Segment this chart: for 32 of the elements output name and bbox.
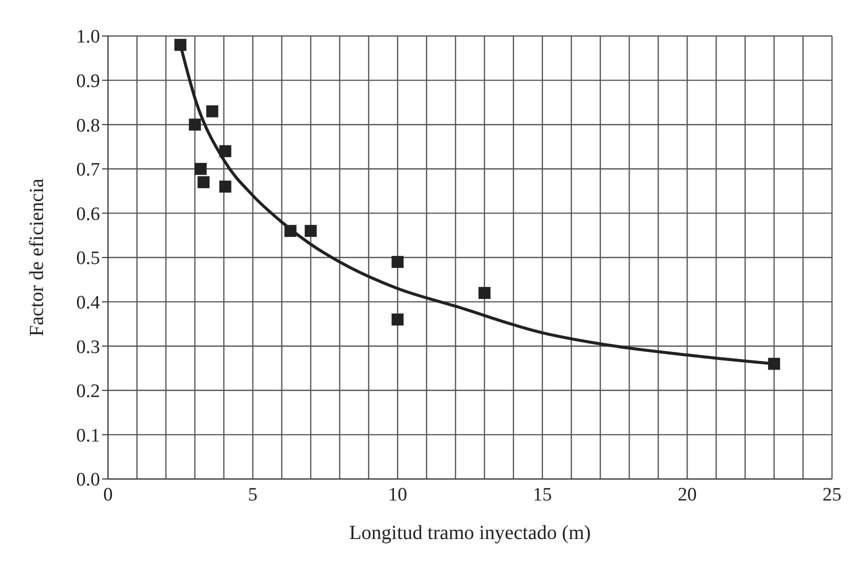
point	[478, 286, 490, 299]
point	[219, 145, 232, 158]
point	[194, 162, 207, 175]
y-axis-title: Factor de eficiencia	[26, 178, 48, 336]
y-tick-label: 0.4	[76, 292, 100, 314]
x-tick-label: 10	[388, 484, 408, 506]
x-tick-label: 20	[678, 484, 697, 506]
point	[219, 180, 232, 193]
y-tick-label: 0.8	[76, 115, 100, 136]
y-tick-label: 0.3	[76, 336, 100, 358]
x-axis-title: Longitud tramo inyectado (m)	[349, 522, 591, 544]
point	[284, 224, 296, 237]
y-tick-label: 1.0	[76, 26, 100, 48]
y-tick-label: 0.6	[76, 204, 100, 225]
x-tick-label: 5	[248, 484, 258, 506]
point	[206, 105, 218, 118]
point	[174, 38, 186, 51]
x-tick-label: 15	[532, 484, 552, 506]
y-tick-label: 0.2	[76, 381, 100, 402]
point	[392, 314, 404, 326]
point	[768, 358, 780, 370]
point	[198, 176, 210, 188]
x-tick-label: 25	[822, 484, 842, 506]
y-tick-label: 0.0	[76, 470, 100, 491]
y-tick-label: 0.5	[76, 248, 100, 270]
y-tick-label: 0.1	[76, 425, 100, 446]
y-tick-label: 0.9	[76, 71, 100, 92]
y-tick-label: 0.7	[76, 160, 100, 181]
point	[188, 118, 201, 131]
point	[304, 224, 317, 237]
x-tick-label: 0	[103, 484, 113, 506]
point	[392, 256, 404, 268]
